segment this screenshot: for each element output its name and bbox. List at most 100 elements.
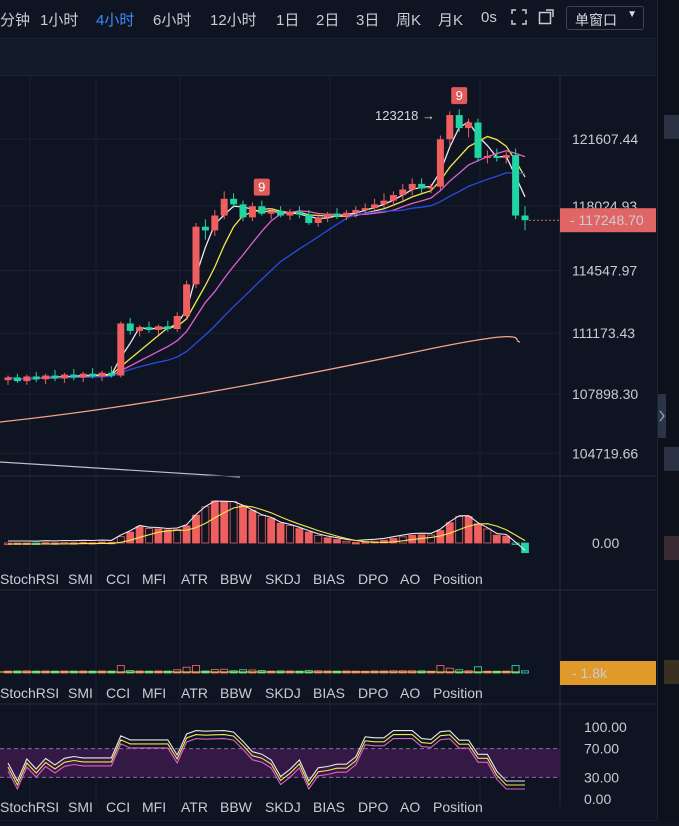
indicator-tab-stochrsi[interactable]: StochRSI — [0, 799, 59, 815]
indicator-tab-cci[interactable]: CCI — [106, 685, 130, 701]
indicator-tab-bbw[interactable]: BBW — [220, 685, 253, 701]
candle — [305, 209, 313, 225]
macd-bar — [210, 500, 219, 544]
macd-bar — [286, 525, 294, 544]
candle — [42, 373, 50, 384]
indicator-tabs: StochRSI SMI CCI MFI ATR BBW SKDJ BIAS DPO AO Posi… — [0, 799, 483, 815]
side-handle-vol[interactable] — [664, 660, 679, 684]
indicator-tabs: StochRSI SMI CCI MFI ATR BBW SKDJ BIAS DPO AO Posi… — [0, 685, 483, 701]
indicator-tab-skdj[interactable]: SKDJ — [265, 799, 301, 815]
candle — [474, 118, 482, 162]
panel3-tick: 30.00 — [584, 769, 619, 785]
volume-bar — [436, 665, 445, 674]
indicator-tab-cci[interactable]: CCI — [106, 799, 130, 815]
macd-bar — [474, 523, 482, 544]
candle-body — [230, 198, 238, 205]
candle — [427, 183, 435, 194]
indicator-tab-bias[interactable]: BIAS — [313, 571, 345, 587]
indicator-tab-dpo[interactable]: DPO — [358, 799, 388, 815]
td-marker-label: 9 — [258, 180, 265, 195]
indicator-tab-bbw[interactable]: BBW — [220, 571, 253, 587]
candle-body — [371, 204, 379, 209]
panel3-tick: 0.00 — [584, 791, 611, 807]
tab-month[interactable]: 月K — [438, 12, 464, 29]
tab-3d[interactable]: 3日 — [356, 12, 380, 29]
indicator-tab-atr[interactable]: ATR — [181, 571, 208, 587]
indicator-tab-cci[interactable]: CCI — [106, 571, 130, 587]
candle — [455, 109, 463, 132]
candle — [521, 206, 529, 231]
volume-bar — [173, 669, 182, 674]
candle-body — [399, 189, 407, 196]
window-mode-select[interactable]: 单窗口 ▼ — [566, 6, 644, 30]
tab-1h[interactable]: 1小时 — [40, 12, 79, 29]
candle — [248, 202, 256, 222]
macd-bar — [342, 540, 351, 544]
candle-body — [23, 376, 31, 382]
fullscreen-icon[interactable] — [510, 8, 528, 26]
collapse-handle[interactable] — [658, 394, 666, 438]
candle-body — [145, 327, 153, 330]
candle-body — [389, 195, 397, 201]
indicator-tab-atr[interactable]: ATR — [181, 799, 208, 815]
indicator-tab-position[interactable]: Position — [433, 685, 483, 701]
indicator-tab-ao[interactable]: AO — [400, 685, 420, 701]
candle — [258, 200, 266, 216]
tab-minute[interactable]: 分钟 — [0, 12, 31, 29]
tab-6h[interactable]: 6小时 — [153, 12, 192, 29]
volume-bar — [521, 670, 529, 674]
macd-bar — [239, 505, 247, 544]
tab-week[interactable]: 周K — [396, 12, 422, 29]
indicator-tab-bbw[interactable]: BBW — [220, 799, 253, 815]
candle-body — [361, 208, 369, 210]
candle-body — [342, 212, 350, 217]
indicator-tab-stochrsi[interactable]: StochRSI — [0, 571, 59, 587]
side-handle-top[interactable] — [664, 115, 679, 139]
right-side-panel — [657, 0, 679, 821]
candle-body — [42, 375, 50, 380]
tab-12h[interactable]: 12小时 — [210, 12, 257, 29]
tab-2d[interactable]: 2日 — [316, 12, 340, 29]
indicator-tab-skdj[interactable]: SKDJ — [265, 685, 301, 701]
macd-bar — [295, 528, 304, 544]
candles — [4, 109, 529, 385]
side-handle-low[interactable] — [664, 536, 679, 560]
side-handle-mid[interactable] — [664, 447, 679, 471]
indicator-tab-mfi[interactable]: MFI — [142, 799, 166, 815]
indicator-tab-smi[interactable]: SMI — [68, 571, 93, 587]
macd-bar — [173, 528, 182, 544]
candle-body — [173, 316, 181, 330]
window-split-icon[interactable] — [537, 8, 555, 26]
macd-bar — [398, 536, 407, 544]
indicator-tab-mfi[interactable]: MFI — [142, 571, 166, 587]
indicator-tab-position[interactable]: Position — [433, 799, 483, 815]
volume-bar — [455, 669, 464, 674]
indicator-tab-position[interactable]: Position — [433, 571, 483, 587]
candle — [483, 150, 491, 164]
rsi-line-d — [7, 734, 525, 787]
indicator-tab-dpo[interactable]: DPO — [358, 685, 388, 701]
indicator-tab-smi[interactable]: SMI — [68, 685, 93, 701]
tab-1d[interactable]: 1日 — [276, 12, 300, 29]
indicator-tab-ao[interactable]: AO — [400, 571, 420, 587]
macd-bar — [389, 538, 398, 544]
candle — [230, 193, 238, 209]
indicator-tab-ao[interactable]: AO — [400, 799, 420, 815]
indicator-tab-dpo[interactable]: DPO — [358, 571, 388, 587]
tab-0s[interactable]: 0s — [481, 9, 497, 26]
indicator-tab-stochrsi[interactable]: StochRSI — [0, 685, 59, 701]
indicator-panels: 0.00 StochRSI SMI CCI MFI ATR BBW SKDJ BIAS DPO AO… — [0, 475, 656, 821]
indicator-tab-atr[interactable]: ATR — [181, 685, 208, 701]
ma-line — [7, 121, 526, 380]
macd-bar — [163, 529, 172, 544]
volume-bar — [192, 665, 200, 674]
indicator-tab-bias[interactable]: BIAS — [313, 685, 345, 701]
indicator-tab-smi[interactable]: SMI — [68, 799, 93, 815]
tab-4h[interactable]: 4小时 — [96, 12, 135, 29]
indicator-tab-skdj[interactable]: SKDJ — [265, 571, 301, 587]
indicator-tab-mfi[interactable]: MFI — [142, 685, 166, 701]
candle-body — [277, 210, 285, 216]
indicator-tab-bias[interactable]: BIAS — [313, 799, 345, 815]
candle — [183, 280, 191, 319]
